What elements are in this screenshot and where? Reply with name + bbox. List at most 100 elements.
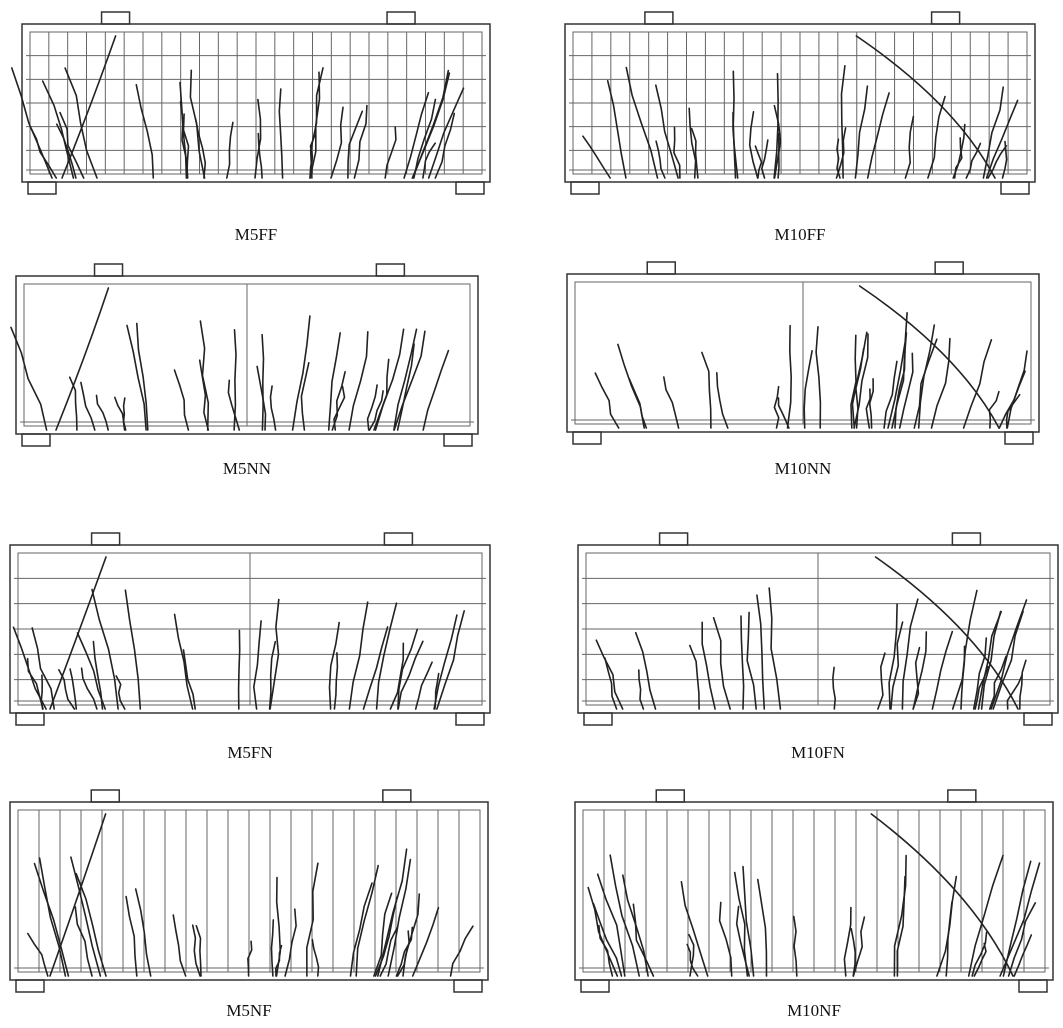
crack bbox=[429, 88, 464, 178]
crack bbox=[629, 379, 646, 428]
load-plate bbox=[952, 533, 980, 545]
crack bbox=[1014, 935, 1031, 976]
crack bbox=[364, 627, 388, 709]
crack bbox=[913, 648, 919, 709]
crack bbox=[239, 630, 240, 709]
support-plate bbox=[454, 980, 482, 992]
crack bbox=[75, 907, 92, 976]
crack bbox=[423, 351, 448, 430]
panel-caption: M10FF bbox=[774, 225, 825, 244]
support-plate bbox=[584, 713, 612, 725]
crack bbox=[681, 882, 707, 976]
crack bbox=[844, 908, 851, 977]
crack bbox=[750, 112, 758, 178]
support-plate bbox=[1019, 980, 1047, 992]
beam-panel: M10FF bbox=[565, 12, 1035, 244]
load-plate bbox=[645, 12, 673, 24]
crack bbox=[689, 108, 695, 178]
crack bbox=[41, 675, 42, 709]
load-plate bbox=[647, 262, 675, 274]
beam-panel: M10NF bbox=[575, 790, 1053, 1020]
load-plate bbox=[656, 790, 684, 802]
beam-panel: M10NN bbox=[567, 262, 1039, 478]
support-plate bbox=[1024, 713, 1052, 725]
crack bbox=[234, 330, 236, 430]
crack bbox=[124, 398, 125, 430]
crack bbox=[993, 611, 1023, 709]
beam-panel: M5NF bbox=[10, 790, 488, 1020]
crack bbox=[914, 339, 937, 428]
crack bbox=[618, 344, 644, 428]
crack bbox=[272, 920, 274, 976]
load-plate bbox=[383, 790, 411, 802]
crack bbox=[762, 140, 768, 178]
load-plate bbox=[935, 262, 963, 274]
crack bbox=[714, 618, 731, 709]
crack bbox=[594, 904, 622, 976]
panel-caption: M10FN bbox=[791, 743, 845, 762]
panel-caption: M5NN bbox=[223, 459, 271, 478]
crack bbox=[690, 646, 699, 710]
crack bbox=[32, 628, 54, 709]
crack bbox=[271, 386, 276, 430]
support-plate bbox=[16, 980, 44, 992]
load-plate bbox=[376, 264, 404, 276]
support-plate bbox=[22, 434, 50, 446]
crack bbox=[816, 327, 820, 428]
crack bbox=[451, 926, 473, 976]
crack bbox=[254, 621, 261, 709]
crack bbox=[394, 331, 425, 430]
crack bbox=[868, 93, 889, 178]
crack bbox=[733, 71, 735, 178]
load-plate bbox=[948, 790, 976, 802]
crack bbox=[870, 379, 874, 428]
support-plate bbox=[1005, 432, 1033, 444]
crack bbox=[794, 917, 797, 977]
crack bbox=[312, 940, 318, 977]
crack bbox=[190, 70, 204, 178]
crack bbox=[974, 943, 986, 976]
crack bbox=[969, 856, 1003, 977]
crack bbox=[583, 136, 610, 178]
crack bbox=[28, 934, 48, 977]
crack bbox=[81, 382, 95, 430]
crack bbox=[913, 632, 926, 709]
panel-caption: M10NN bbox=[775, 459, 832, 478]
crack bbox=[349, 332, 368, 430]
crack bbox=[757, 595, 764, 709]
crack bbox=[702, 353, 711, 429]
load-plate bbox=[91, 790, 119, 802]
load-plate bbox=[95, 264, 123, 276]
crack bbox=[769, 588, 780, 709]
crack bbox=[932, 632, 952, 709]
crack bbox=[741, 616, 744, 709]
load-plate bbox=[102, 12, 130, 24]
panel-caption: M5NF bbox=[226, 1001, 271, 1020]
support-plate bbox=[456, 713, 484, 725]
crack bbox=[894, 856, 906, 977]
shear-crack bbox=[860, 286, 999, 428]
crack bbox=[97, 395, 109, 430]
crack bbox=[955, 138, 962, 178]
crack bbox=[329, 333, 341, 430]
crack bbox=[774, 387, 778, 428]
crack bbox=[416, 662, 432, 709]
crack bbox=[833, 667, 835, 709]
crack bbox=[639, 670, 644, 709]
crack bbox=[928, 97, 945, 178]
crack bbox=[276, 946, 282, 976]
crack bbox=[262, 335, 263, 430]
crack bbox=[173, 915, 185, 976]
crack bbox=[1000, 863, 1039, 976]
panel-caption: M5FF bbox=[235, 225, 278, 244]
crack bbox=[136, 889, 151, 976]
support-plate bbox=[16, 713, 44, 725]
crack bbox=[758, 880, 767, 976]
crack bbox=[961, 646, 965, 709]
crack bbox=[966, 143, 980, 178]
load-plate bbox=[387, 12, 415, 24]
crack-pattern-figure: M5FFM10FFM5NNM10NNM5FNM10FNM5NFM10NF bbox=[0, 0, 1063, 1028]
crack bbox=[394, 329, 417, 430]
crack bbox=[125, 590, 140, 709]
load-plate bbox=[932, 12, 960, 24]
